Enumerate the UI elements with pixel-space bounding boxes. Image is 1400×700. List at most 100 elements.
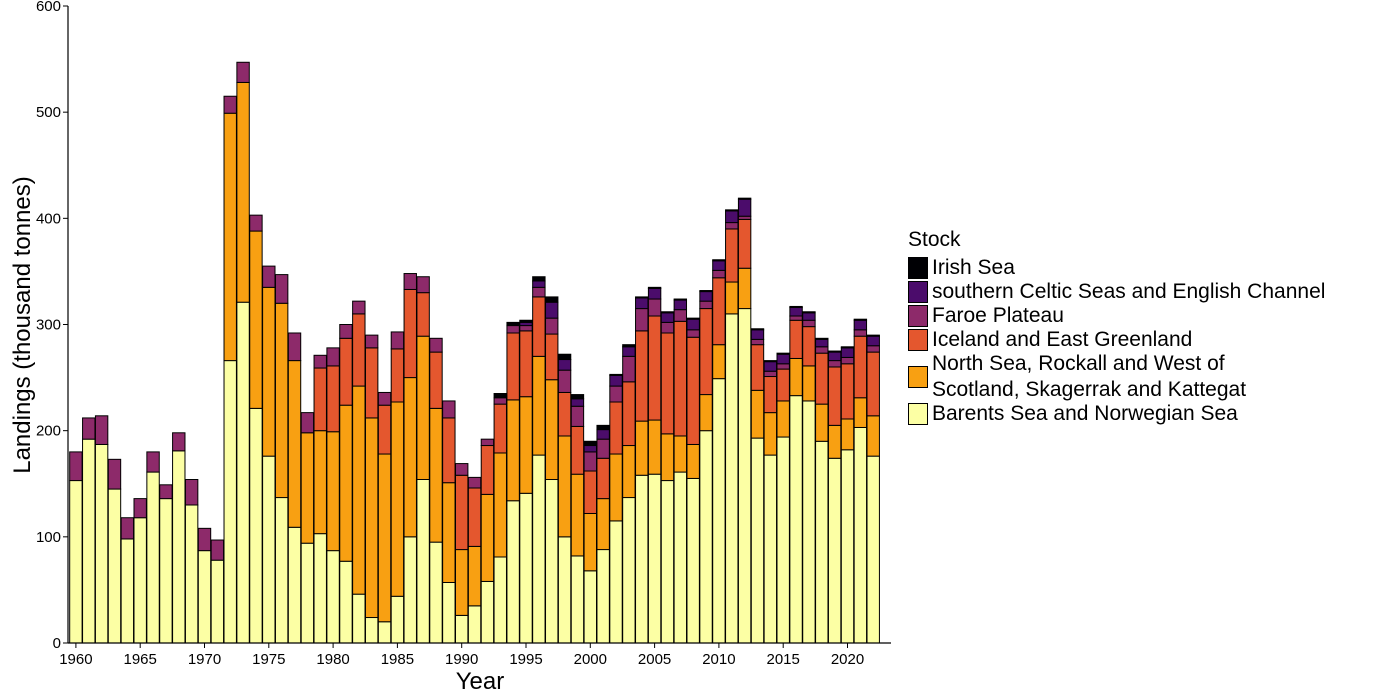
x-tick-label-2010: 2010 (702, 651, 735, 668)
bar-1963-series-0 (107, 488, 122, 644)
bar-1984-series-0 (377, 621, 392, 644)
bar-2004-series-2 (635, 330, 649, 422)
bar-1992-series-1 (480, 493, 495, 582)
x-tick-label-1975: 1975 (252, 651, 285, 668)
bar-1969-series-3 (184, 479, 199, 506)
bar-2021-series-5 (853, 318, 868, 321)
bar-1986-series-1 (403, 377, 417, 538)
bar-2014-series-5 (763, 360, 778, 363)
bar-2003-series-4 (622, 346, 636, 357)
bar-1988-series-3 (429, 337, 443, 353)
bar-1965-series-0 (133, 517, 147, 644)
bar-1963-series-3 (107, 458, 122, 490)
bar-1974-series-0 (249, 407, 263, 644)
bar-1969-series-0 (184, 504, 199, 644)
bar-2009-series-4 (699, 291, 713, 302)
bar-2016-series-1 (789, 357, 803, 397)
bar-1999-series-5 (570, 394, 585, 400)
bar-2015-series-0 (776, 436, 790, 644)
bar-2018-series-3 (815, 346, 829, 354)
bar-1960-series-3 (69, 451, 83, 482)
bar-1993-series-1 (493, 452, 507, 558)
bar-1968-series-0 (172, 450, 186, 644)
bar-1981-series-1 (339, 404, 353, 562)
bar-1999-series-2 (570, 425, 585, 475)
bar-1967-series-3 (159, 484, 173, 500)
bar-1998-series-3 (557, 369, 572, 393)
x-axis: 1960 1965 1970 1975 1980 1985 1990 1995 2000 2005… (59, 642, 891, 668)
bar-2017-series-0 (802, 400, 816, 644)
bar-1979-series-1 (313, 430, 327, 535)
legend-item: Iceland and East Greenland (908, 328, 1325, 352)
bar-1996-series-3 (532, 286, 546, 298)
bar-2004-series-3 (635, 308, 649, 332)
y-tick-label-400: 400 (36, 210, 61, 227)
bar-1994-series-5 (506, 321, 520, 327)
bar-2007-series-4 (673, 299, 688, 311)
bar-2001-series-4 (596, 429, 610, 440)
bar-2007-series-0 (673, 471, 688, 644)
bar-1990-series-0 (455, 614, 469, 644)
bar-2008-series-0 (686, 477, 700, 644)
bar-1997-series-3 (545, 317, 559, 335)
bar-2012-series-0 (737, 308, 752, 644)
y-tick-label-100: 100 (36, 529, 61, 546)
bar-2006-series-5 (660, 311, 675, 314)
bar-2009-series-1 (699, 394, 713, 432)
bar-1983-series-2 (364, 347, 379, 419)
bar-2020-series-0 (840, 449, 855, 644)
bar-2001-series-0 (596, 549, 610, 644)
bar-1965-series-3 (133, 498, 147, 519)
bar-2013-series-1 (750, 389, 765, 439)
bar-2002-series-5 (609, 373, 623, 376)
bar-2020-series-3 (840, 356, 855, 365)
bar-1998-series-1 (557, 435, 572, 538)
bar-2007-series-5 (673, 298, 688, 301)
bar-2008-series-2 (686, 336, 700, 445)
bar-2007-series-3 (673, 309, 688, 322)
bar-1997-series-1 (545, 379, 559, 481)
bar-1984-series-3 (377, 391, 392, 406)
bar-2022-series-1 (866, 415, 880, 457)
bar-2009-series-5 (699, 290, 713, 293)
bar-1997-series-2 (545, 333, 559, 381)
bar-1973-series-1 (236, 81, 250, 303)
bar-2015-series-5 (776, 352, 790, 355)
bar-2015-series-3 (776, 363, 790, 370)
bar-2006-series-4 (660, 312, 675, 323)
x-tick-label-1985: 1985 (381, 651, 414, 668)
bar-1980-series-2 (326, 365, 340, 433)
bar-1988-series-1 (429, 407, 443, 543)
bar-1991-series-0 (467, 605, 482, 644)
bar-1981-series-2 (339, 337, 353, 406)
bar-2013-series-4 (750, 329, 765, 340)
bar-2008-series-4 (686, 318, 700, 331)
bar-1962-series-3 (94, 415, 109, 445)
bar-1992-series-0 (480, 580, 495, 644)
bar-2008-series-3 (686, 329, 700, 338)
bar-2010-series-3 (712, 269, 726, 279)
bar-2006-series-3 (660, 321, 675, 334)
bar-2003-series-0 (622, 497, 636, 644)
bar-1971-series-0 (210, 559, 225, 644)
bar-1998-series-5 (557, 353, 572, 361)
bar-2013-series-2 (750, 344, 765, 391)
bar-1999-series-4 (570, 398, 585, 407)
bar-1974-series-1 (249, 230, 263, 409)
bar-1964-series-3 (120, 517, 135, 540)
bar-2013-series-5 (750, 328, 765, 331)
legend-swatch (908, 366, 928, 388)
bar-1983-series-1 (364, 417, 379, 619)
bar-2011-series-1 (725, 281, 739, 315)
bar-1990-series-2 (455, 474, 469, 551)
bar-2003-series-3 (622, 355, 636, 383)
bar-1982-series-1 (352, 385, 366, 595)
bar-2002-series-3 (609, 385, 623, 403)
bar-2017-series-2 (802, 326, 816, 367)
bar-2014-series-4 (763, 361, 778, 372)
bar-1978-series-1 (300, 432, 315, 544)
bar-1987-series-2 (416, 292, 430, 337)
bar-1998-series-4 (557, 359, 572, 371)
bar-2019-series-1 (827, 424, 842, 459)
x-axis-title: Year (456, 668, 505, 695)
